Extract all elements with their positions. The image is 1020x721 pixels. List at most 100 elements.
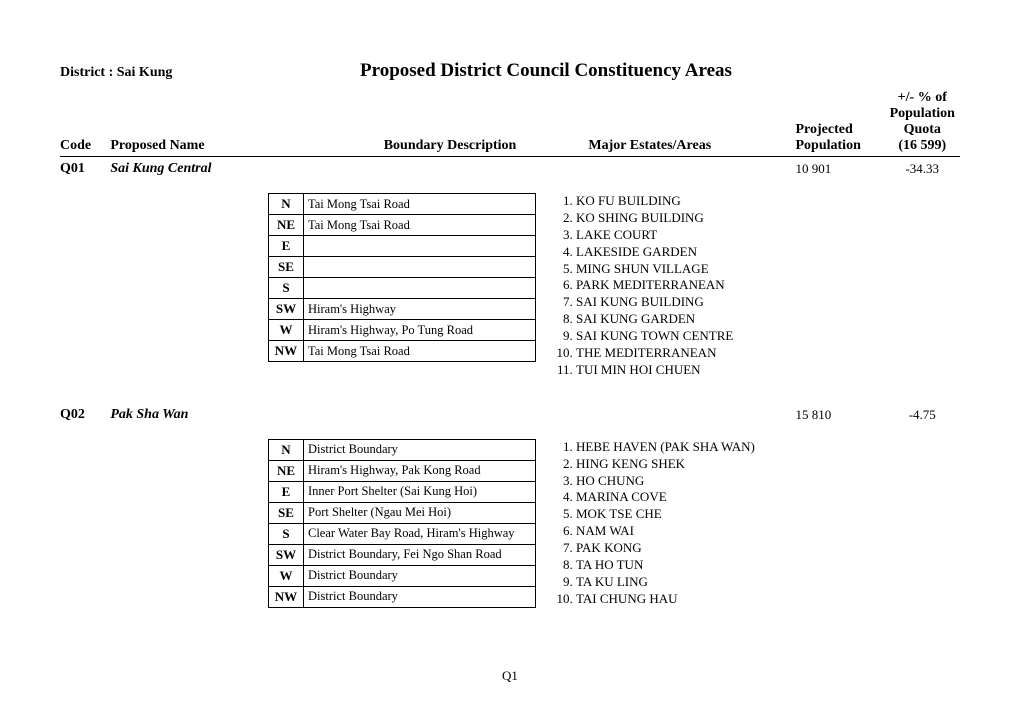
description-cell: District Boundary: [304, 439, 536, 460]
table-row: NWTai Mong Tsai Road: [269, 341, 536, 362]
description-cell: Hiram's Highway, Pak Kong Road: [304, 460, 536, 481]
direction-cell: NE: [269, 215, 304, 236]
list-item: MING SHUN VILLAGE: [576, 261, 768, 278]
list-item: PAK KONG: [576, 540, 768, 557]
table-row: NWDistrict Boundary: [269, 586, 536, 607]
col-name: Proposed Name: [110, 138, 311, 154]
direction-cell: E: [269, 481, 304, 502]
list-item: MOK TSE CHE: [576, 506, 768, 523]
table-row: SEPort Shelter (Ngau Mei Hoi): [269, 502, 536, 523]
list-item: HO CHUNG: [576, 473, 768, 490]
boundary-block: NDistrict BoundaryNEHiram's Highway, Pak…: [268, 439, 554, 608]
direction-cell: S: [269, 278, 304, 299]
direction-cell: W: [269, 565, 304, 586]
section-body: NDistrict BoundaryNEHiram's Highway, Pak…: [60, 439, 960, 608]
boundary-table: NTai Mong Tsai RoadNETai Mong Tsai RoadE…: [268, 193, 536, 362]
estates-list: KO FU BUILDINGKO SHING BUILDINGLAKE COUR…: [554, 193, 768, 379]
direction-cell: N: [269, 194, 304, 215]
section-body: NTai Mong Tsai RoadNETai Mong Tsai RoadE…: [60, 193, 960, 379]
table-row: S: [269, 278, 536, 299]
list-item: HEBE HAVEN (PAK SHA WAN): [576, 439, 768, 456]
code: Q01: [60, 161, 110, 177]
col-boundary: Boundary Description: [312, 138, 589, 154]
list-item: LAKE COURT: [576, 227, 768, 244]
list-item: TA HO TUN: [576, 557, 768, 574]
direction-cell: SE: [269, 502, 304, 523]
description-cell: District Boundary: [304, 586, 536, 607]
list-item: HING KENG SHEK: [576, 456, 768, 473]
direction-cell: E: [269, 236, 304, 257]
col-population: Projected Population: [796, 122, 885, 154]
direction-cell: SE: [269, 257, 304, 278]
description-cell: Hiram's Highway: [304, 299, 536, 320]
list-item: KO SHING BUILDING: [576, 210, 768, 227]
list-item: MARINA COVE: [576, 489, 768, 506]
estates-block: HEBE HAVEN (PAK SHA WAN)HING KENG SHEKHO…: [554, 439, 768, 608]
list-item: SAI KUNG BUILDING: [576, 294, 768, 311]
section-head: Q01Sai Kung Central 10 901-34.33: [60, 161, 960, 177]
projected-population: 15 810: [796, 407, 885, 423]
table-row: SE: [269, 257, 536, 278]
table-row: WDistrict Boundary: [269, 565, 536, 586]
table-row: SClear Water Bay Road, Hiram's Highway: [269, 523, 536, 544]
col-code: Code: [60, 138, 110, 154]
description-cell: Port Shelter (Ngau Mei Hoi): [304, 502, 536, 523]
description-cell: District Boundary: [304, 565, 536, 586]
direction-cell: SW: [269, 544, 304, 565]
code: Q02: [60, 407, 110, 423]
list-item: SAI KUNG TOWN CENTRE: [576, 328, 768, 345]
estates-list: HEBE HAVEN (PAK SHA WAN)HING KENG SHEKHO…: [554, 439, 768, 608]
list-item: TUI MIN HOI CHUEN: [576, 362, 768, 379]
description-cell: Inner Port Shelter (Sai Kung Hoi): [304, 481, 536, 502]
description-cell: Hiram's Highway, Po Tung Road: [304, 320, 536, 341]
table-row: NDistrict Boundary: [269, 439, 536, 460]
direction-cell: NW: [269, 586, 304, 607]
proposed-name: Pak Sha Wan: [110, 407, 311, 423]
description-cell: Clear Water Bay Road, Hiram's Highway: [304, 523, 536, 544]
description-cell: District Boundary, Fei Ngo Shan Road: [304, 544, 536, 565]
projected-population: 10 901: [796, 161, 885, 177]
page-number: Q1: [60, 668, 960, 684]
description-cell: Tai Mong Tsai Road: [304, 194, 536, 215]
constituency-section: Q02Pak Sha Wan15 810-4.75NDistrict Bound…: [60, 407, 960, 608]
proposed-name: Sai Kung Central: [110, 161, 311, 177]
table-row: NETai Mong Tsai Road: [269, 215, 536, 236]
list-item: THE MEDITERRANEAN: [576, 345, 768, 362]
description-cell: Tai Mong Tsai Road: [304, 341, 536, 362]
direction-cell: S: [269, 523, 304, 544]
table-row: SWHiram's Highway: [269, 299, 536, 320]
col-estates: Major Estates/Areas: [588, 138, 795, 154]
description-cell: [304, 257, 536, 278]
district-label: District : Sai Kung: [60, 65, 360, 81]
table-row: E: [269, 236, 536, 257]
direction-cell: W: [269, 320, 304, 341]
description-cell: [304, 236, 536, 257]
list-item: NAM WAI: [576, 523, 768, 540]
list-item: TA KU LING: [576, 574, 768, 591]
quota-percent: -34.33: [885, 161, 960, 177]
col-quota: +/- % of Population Quota (16 599): [885, 90, 960, 154]
estates-block: KO FU BUILDINGKO SHING BUILDINGLAKE COUR…: [554, 193, 768, 379]
direction-cell: SW: [269, 299, 304, 320]
list-item: LAKESIDE GARDEN: [576, 244, 768, 261]
description-cell: Tai Mong Tsai Road: [304, 215, 536, 236]
column-headers: Code Proposed Name Boundary Description …: [60, 90, 960, 157]
direction-cell: N: [269, 439, 304, 460]
table-row: WHiram's Highway, Po Tung Road: [269, 320, 536, 341]
list-item: TAI CHUNG HAU: [576, 591, 768, 608]
description-cell: [304, 278, 536, 299]
list-item: SAI KUNG GARDEN: [576, 311, 768, 328]
boundary-table: NDistrict BoundaryNEHiram's Highway, Pak…: [268, 439, 536, 608]
table-row: NTai Mong Tsai Road: [269, 194, 536, 215]
table-row: EInner Port Shelter (Sai Kung Hoi): [269, 481, 536, 502]
quota-percent: -4.75: [885, 407, 960, 423]
direction-cell: NE: [269, 460, 304, 481]
table-row: NEHiram's Highway, Pak Kong Road: [269, 460, 536, 481]
direction-cell: NW: [269, 341, 304, 362]
list-item: KO FU BUILDING: [576, 193, 768, 210]
section-head: Q02Pak Sha Wan 15 810-4.75: [60, 407, 960, 423]
page-title: Proposed District Council Constituency A…: [360, 60, 732, 82]
list-item: PARK MEDITERRANEAN: [576, 277, 768, 294]
table-row: SWDistrict Boundary, Fei Ngo Shan Road: [269, 544, 536, 565]
boundary-block: NTai Mong Tsai RoadNETai Mong Tsai RoadE…: [268, 193, 554, 379]
